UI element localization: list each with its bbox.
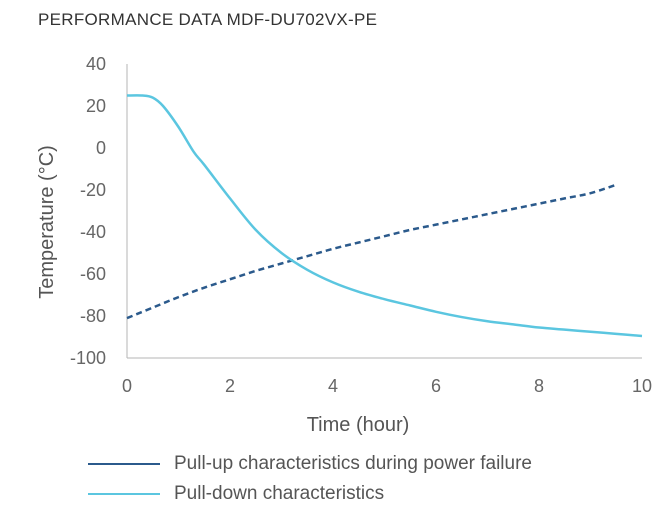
legend-label-pull-down: Pull-down characteristics <box>174 483 385 504</box>
y-tick-label: -100 <box>70 348 106 368</box>
x-tick-label: 0 <box>122 376 132 396</box>
series-line-pull-up <box>126 183 617 320</box>
y-tick-label: -60 <box>80 264 106 284</box>
chart-svg: 40 20 0 -20 -40 -60 -80 -100 0 2 4 6 8 10 Time (hour… <box>36 54 652 436</box>
legend-swatch-pull-up <box>88 462 160 465</box>
y-tick-label: 0 <box>96 138 106 158</box>
legend-label-pull-up: Pull-up characteristics during power fai… <box>174 453 532 474</box>
legend-item-pull-down: Pull-down characteristics <box>88 483 384 505</box>
y-tick-label: 40 <box>86 54 106 74</box>
y-axis-title: Temperature (°C) <box>36 145 58 299</box>
legend-item-pull-up: Pull-up characteristics during power fai… <box>88 453 532 475</box>
series-layer <box>126 94 643 338</box>
x-axis-title: Time (hour) <box>307 414 410 436</box>
x-tick-label: 8 <box>534 376 544 396</box>
x-tick-label: 10 <box>632 376 652 396</box>
y-tick-label: -80 <box>80 306 106 326</box>
y-tick-label: -20 <box>80 180 106 200</box>
y-tick-label: 20 <box>86 96 106 116</box>
x-tick-label: 2 <box>225 376 235 396</box>
y-tick-labels: 40 20 0 -20 -40 -60 -80 -100 <box>70 54 106 368</box>
legend-swatch-pull-down <box>88 492 160 495</box>
x-tick-labels: 0 2 4 6 8 10 <box>122 376 652 396</box>
chart-title: PERFORMANCE DATA MDF-DU702VX-PE <box>38 10 378 29</box>
x-tick-label: 4 <box>328 376 338 396</box>
series-line-pull-down <box>126 94 643 338</box>
y-tick-label: -40 <box>80 222 106 242</box>
x-tick-label: 6 <box>431 376 441 396</box>
